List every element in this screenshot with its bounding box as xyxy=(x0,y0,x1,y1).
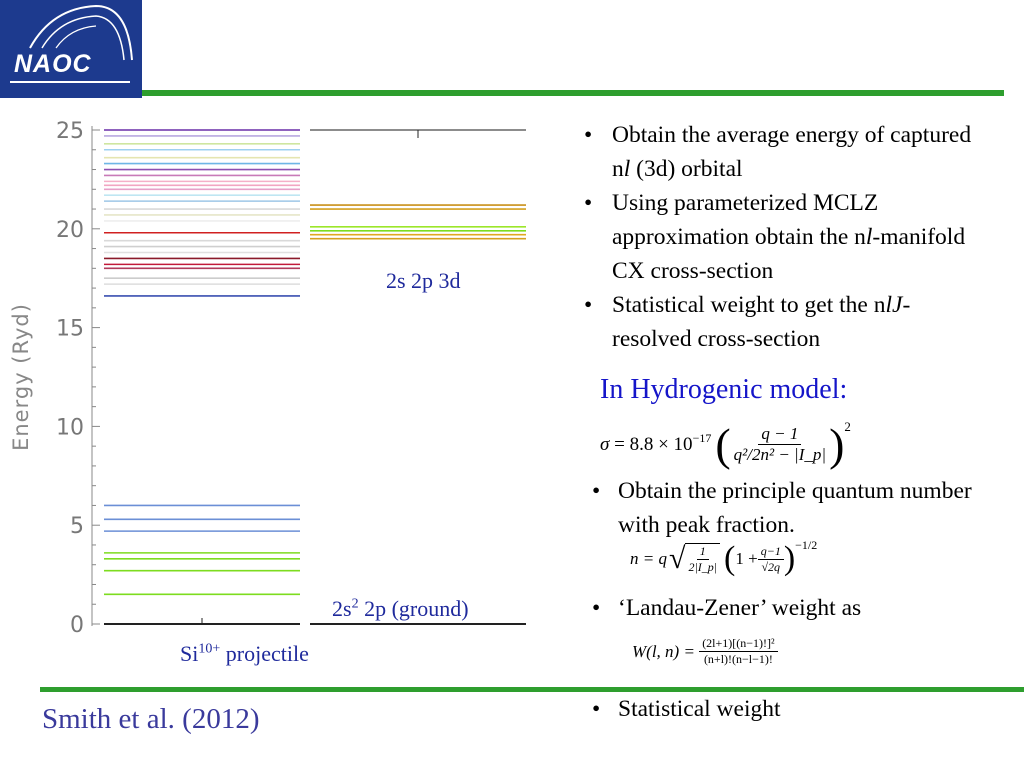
y-tick-label: 20 xyxy=(56,218,84,243)
naoc-logo: NAOC xyxy=(0,0,142,98)
footer-divider xyxy=(40,687,1024,692)
method-bullet-list: Obtain the average energy of captured nl… xyxy=(578,118,978,356)
logo-text: NAOC xyxy=(14,50,92,78)
y-tick-label: 10 xyxy=(56,415,84,440)
observatory-dome-icon xyxy=(10,4,133,83)
n-equation: n = q √ 1 2|I_p| ( 1 + q−1 √2q ) −1/2 xyxy=(630,537,818,578)
y-tick-label: 25 xyxy=(56,119,84,144)
y-tick-label: 0 xyxy=(70,613,84,638)
y-axis-title: Energy (Ryd) xyxy=(9,303,33,451)
projectile-label: Si10+ projectile xyxy=(180,641,309,666)
weight-equation: W(l, n) = (2l+1)[(n−1)!]² (n+l)!(n−l−1)! xyxy=(632,636,778,667)
header-divider xyxy=(142,90,1004,96)
citation-text: Smith et al. (2012) xyxy=(42,703,260,735)
energy-level-chart: 0 5 10 15 20 25 Energy (Ryd) xyxy=(9,119,526,638)
statistical-weight-bullet: Statistical weight xyxy=(586,692,986,726)
method-bullet-3: Statistical weight to get the nlJ-resolv… xyxy=(578,288,978,356)
principal-quantum-bullet: Obtain the principle quantum number with… xyxy=(586,474,986,542)
method-bullet-2: Using parameterized MCLZ approximation o… xyxy=(578,186,978,288)
hydrogenic-title: In Hydrogenic model: xyxy=(600,374,848,405)
excited-config-label: 2s 2p 3d xyxy=(386,268,461,293)
y-tick-label: 5 xyxy=(70,514,84,539)
y-tick-label: 15 xyxy=(56,317,84,342)
landau-zener-bullet: ‘Landau-Zener’ weight as xyxy=(586,591,986,625)
method-bullet-1: Obtain the average energy of captured nl… xyxy=(578,118,978,186)
ground-config-label: 2s2 2p (ground) xyxy=(332,596,469,621)
sigma-equation: σ = 8.8 × 10 −17 ( q − 1 q²/2n² − |I_p| ) 2 xyxy=(600,418,851,471)
